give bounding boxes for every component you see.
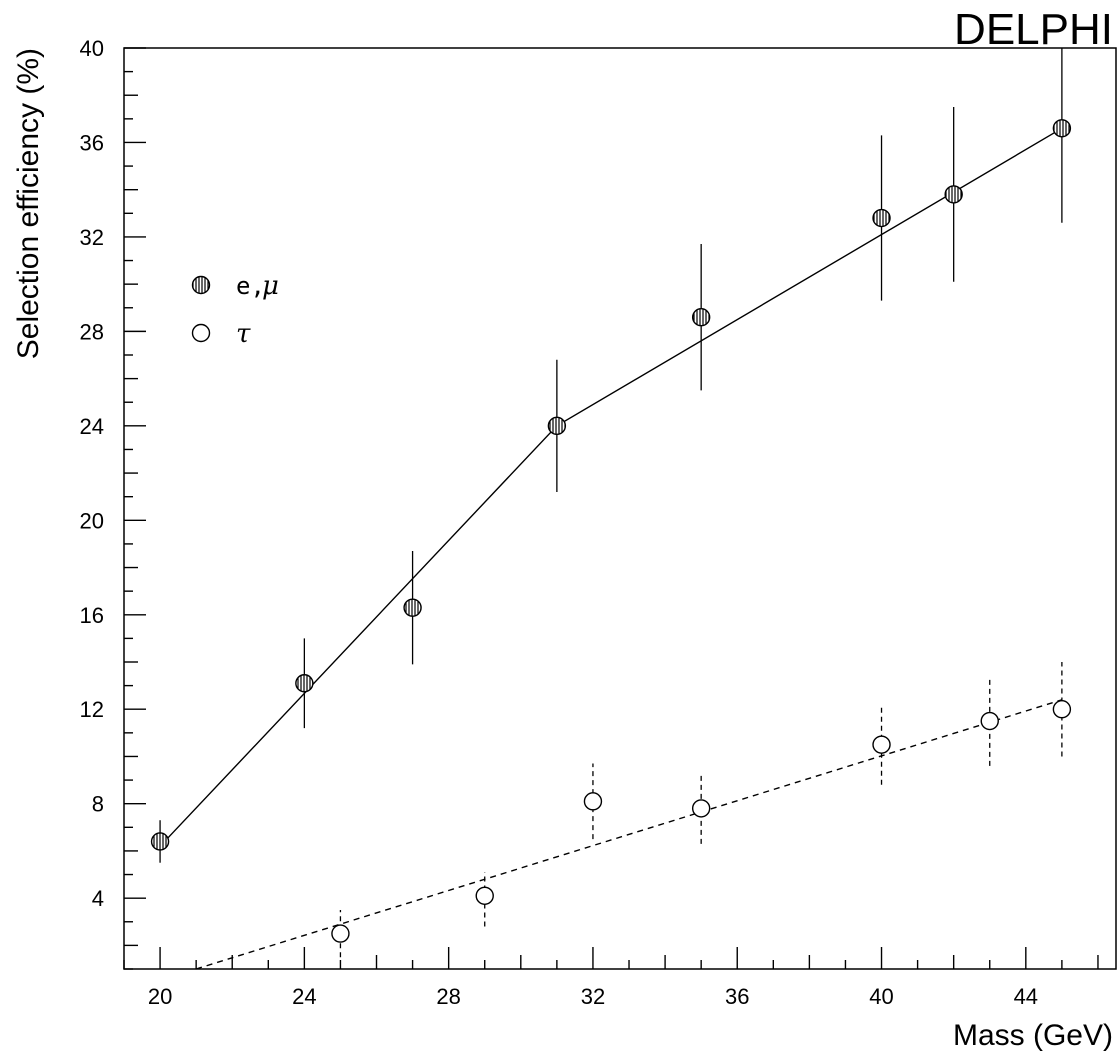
data-point-e-mu	[1052, 119, 1072, 138]
y-tick-label: 12	[80, 697, 104, 722]
x-tick-label: 40	[869, 984, 893, 1009]
data-point-e-mu	[691, 308, 711, 327]
y-tick-label: 24	[80, 414, 104, 439]
legend-symbol-tau: τ	[236, 319, 251, 349]
x-tick-label: 28	[436, 984, 460, 1009]
data-point-tau	[1052, 700, 1072, 719]
data-point-tau	[475, 886, 494, 905]
data-markers	[150, 119, 1072, 943]
x-axis-title: Mass (GeV)	[953, 1019, 1113, 1052]
x-tick-label: 44	[1014, 984, 1038, 1009]
data-point-tau	[331, 924, 350, 943]
error-bars	[159, 48, 1063, 958]
experiment-label: DELPHI	[954, 5, 1113, 54]
y-tick-label: 8	[92, 792, 104, 817]
y-tick-label: 36	[80, 130, 104, 155]
y-tick-label: 20	[80, 508, 104, 533]
x-tick-label: 36	[725, 984, 749, 1009]
data-point-tau	[583, 792, 603, 811]
data-point-tau	[691, 799, 711, 818]
data-point-e-mu	[944, 185, 963, 204]
y-axis-title: Selection efficiency (%)	[12, 48, 45, 359]
data-point-e-mu	[872, 208, 891, 228]
y-tick-label: 32	[80, 225, 104, 250]
legend: e, μ τ	[191, 271, 279, 349]
x-tick-label: 20	[148, 984, 172, 1009]
data-point-tau	[872, 735, 891, 754]
data-point-e-mu	[547, 416, 567, 436]
y-tick-label: 40	[80, 36, 104, 61]
data-point-e-mu	[295, 674, 314, 693]
y-tick-label: 4	[92, 886, 104, 911]
fit-lines	[159, 127, 1063, 970]
y-axis-ticks: 4 8 12 16 20 24 28 32 36 40	[80, 36, 146, 970]
plot-frame	[123, 47, 1117, 970]
data-point-e-mu	[403, 598, 422, 617]
x-axis-ticks: 20 24 28 32 36 40 44	[123, 947, 1099, 1009]
data-point-tau	[980, 711, 999, 731]
legend-symbol-mu: μ	[262, 271, 279, 301]
x-tick-label: 32	[581, 984, 605, 1009]
legend-label-e-mu: e,	[236, 272, 265, 300]
legend-marker-e-mu	[191, 275, 211, 295]
legend-marker-tau	[191, 323, 211, 343]
fit-line-e-mu	[159, 127, 1063, 847]
fit-line-tau	[195, 699, 1063, 970]
data-point-e-mu	[150, 832, 170, 851]
x-tick-label: 24	[292, 984, 316, 1009]
y-tick-label: 28	[80, 319, 104, 344]
y-tick-label: 16	[80, 603, 104, 628]
